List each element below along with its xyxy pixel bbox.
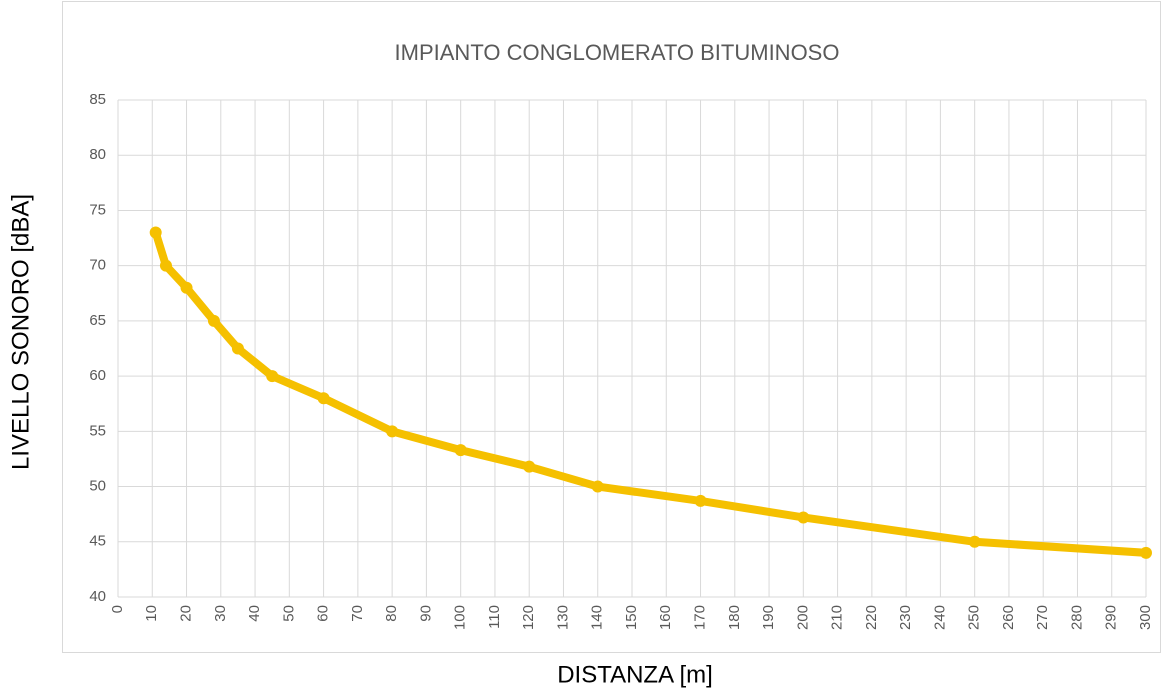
data-point (207, 314, 220, 327)
y-tick-label: 50 (89, 478, 106, 495)
x-tick-label: 170 (692, 605, 709, 630)
x-tick-label: 70 (349, 605, 366, 622)
x-tick-label: 230 (897, 605, 914, 630)
x-tick-label: 100 (452, 605, 469, 630)
chart-title: IMPIANTO CONGLOMERATO BITUMINOSO (395, 40, 840, 65)
x-tick-label: 110 (486, 605, 503, 629)
x-tick-label: 240 (931, 605, 948, 630)
data-point (968, 535, 981, 548)
x-tick-label: 300 (1137, 605, 1154, 630)
y-tick-label: 45 (89, 533, 106, 550)
y-axis-label: LIVELLO SONORO [dBA] (7, 194, 34, 470)
x-tick-label: 80 (383, 605, 400, 622)
x-tick-label: 140 (589, 605, 606, 630)
x-tick-label: 250 (966, 605, 983, 630)
x-tick-label: 290 (1103, 605, 1120, 630)
data-point (1140, 546, 1152, 559)
x-tick-label: 180 (726, 605, 743, 630)
x-tick-label: 130 (554, 605, 571, 630)
y-tick-label: 75 (89, 201, 106, 218)
y-tick-label: 85 (89, 91, 106, 108)
x-tick-label: 270 (1034, 605, 1051, 630)
x-tick-label: 90 (417, 605, 434, 622)
data-point (149, 226, 162, 239)
x-tick-label: 30 (212, 605, 229, 622)
x-tick-label: 210 (829, 605, 846, 630)
data-point (180, 281, 193, 294)
y-tick-label: 60 (89, 367, 106, 384)
x-tick-label: 10 (143, 605, 160, 622)
x-tick-label: 20 (178, 605, 195, 622)
x-tick-label: 260 (1000, 605, 1017, 630)
y-tick-label: 80 (89, 146, 106, 163)
x-axis-label: DISTANZA [m] (557, 661, 713, 688)
data-point (159, 259, 172, 272)
data-point (797, 511, 810, 524)
x-tick-label: 50 (280, 605, 297, 622)
y-tick-label: 55 (89, 422, 106, 439)
x-tick-label: 220 (863, 605, 880, 630)
x-tick-label: 190 (760, 605, 777, 630)
x-tick-label: 200 (794, 605, 811, 630)
data-point (523, 460, 536, 473)
x-tick-label: 60 (315, 605, 332, 622)
data-point (317, 392, 330, 405)
data-point (454, 444, 467, 457)
x-tick-label: 0 (109, 605, 126, 613)
x-tick-label: 120 (520, 605, 537, 630)
data-point (386, 425, 399, 438)
x-tick-label: 150 (623, 605, 640, 630)
x-tick-label: 160 (657, 605, 674, 630)
chart-frame (62, 1, 1161, 653)
data-point (591, 480, 604, 493)
data-point (694, 494, 707, 507)
y-tick-label: 40 (89, 588, 106, 605)
y-tick-label: 65 (89, 312, 106, 329)
y-tick-label: 70 (89, 257, 106, 274)
data-point (231, 342, 244, 355)
x-tick-label: 40 (246, 605, 263, 622)
data-point (266, 370, 279, 383)
x-tick-label: 280 (1068, 605, 1085, 630)
